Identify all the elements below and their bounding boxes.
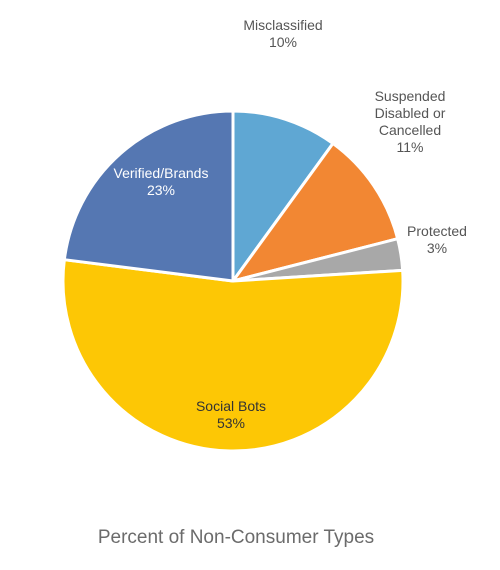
slice-name-line: Verified/Brands bbox=[114, 165, 209, 181]
slice-name-line: Disabled or bbox=[375, 105, 446, 121]
slice-name-line: Protected bbox=[407, 223, 467, 239]
pie-slice-verified-brands bbox=[62, 109, 235, 283]
slice-name-line: Social Bots bbox=[196, 398, 266, 414]
slice-name-line: Suspended bbox=[375, 88, 446, 104]
slice-name-line: Misclassified bbox=[243, 17, 322, 33]
slice-label-verified-brands: Verified/Brands 23% bbox=[114, 165, 209, 198]
slice-value-label: 3% bbox=[427, 240, 447, 256]
pie-slice-misclassified bbox=[231, 109, 335, 283]
chart-title: Percent of Non-Consumer Types bbox=[98, 527, 374, 548]
slice-label-suspended-disabled-or-cancelled: Suspended Disabled or Cancelled 11% bbox=[375, 88, 446, 155]
slice-label-misclassified: Misclassified 10% bbox=[243, 17, 322, 50]
pie-slice-suspended-disabled-or-cancelled bbox=[231, 141, 400, 283]
slice-value-label: 53% bbox=[217, 415, 245, 431]
slices bbox=[61, 109, 405, 453]
slice-value-label: 10% bbox=[269, 34, 297, 50]
pie-slice-social-bots bbox=[61, 258, 405, 453]
slice-labels: Misclassified 10% Suspended Disabled or Canc… bbox=[114, 17, 467, 431]
slice-label-protected: Protected 3% bbox=[407, 223, 467, 256]
slice-name-line: Cancelled bbox=[379, 122, 441, 138]
slice-value-label: 11% bbox=[397, 139, 424, 155]
slice-value-label: 23% bbox=[147, 182, 175, 198]
slice-label-social-bots: Social Bots 53% bbox=[196, 398, 266, 431]
